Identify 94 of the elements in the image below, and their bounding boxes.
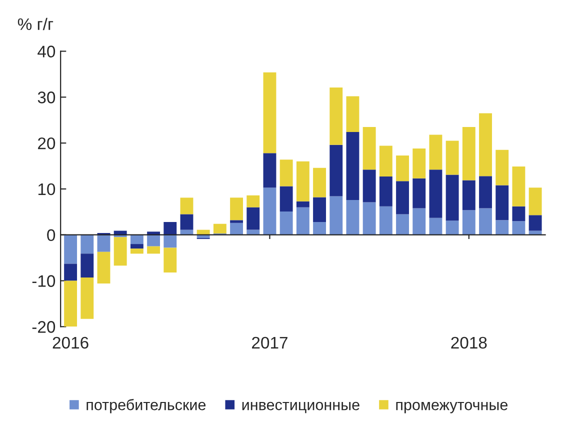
bar xyxy=(362,202,376,235)
bar xyxy=(429,134,442,170)
bar xyxy=(80,278,94,319)
bar xyxy=(246,195,260,208)
bar xyxy=(164,248,177,272)
bar xyxy=(230,220,244,223)
bar xyxy=(479,113,492,176)
bar xyxy=(528,230,542,235)
bar xyxy=(446,140,459,175)
bar xyxy=(330,196,343,235)
bar xyxy=(164,222,177,235)
bar xyxy=(130,248,144,254)
bar xyxy=(246,230,260,235)
bar xyxy=(296,201,310,208)
x-tick-label: 2016 xyxy=(52,336,88,349)
bar xyxy=(64,234,78,264)
bar xyxy=(114,230,127,235)
bar xyxy=(230,198,244,220)
bar xyxy=(330,144,343,196)
bar xyxy=(512,166,526,206)
bar xyxy=(80,234,94,254)
bar xyxy=(196,230,210,235)
x-tick-label: 2017 xyxy=(252,336,288,349)
bar xyxy=(263,153,276,188)
bar xyxy=(213,224,226,234)
bar xyxy=(512,221,526,235)
bar xyxy=(313,168,326,198)
bar xyxy=(313,197,326,222)
bar xyxy=(164,234,177,248)
bar xyxy=(379,206,392,235)
bar xyxy=(462,180,476,210)
bar xyxy=(64,264,78,281)
bar xyxy=(280,186,293,212)
y-tick-label: 40 xyxy=(38,46,56,58)
bar xyxy=(412,178,426,208)
bar xyxy=(180,214,194,230)
bar xyxy=(346,96,360,132)
bar xyxy=(528,215,542,231)
bar xyxy=(512,206,526,222)
bar xyxy=(246,207,260,230)
bar xyxy=(147,234,160,246)
bar xyxy=(396,181,409,214)
bar xyxy=(496,150,509,186)
bar xyxy=(479,176,492,208)
x-tick-label: 2018 xyxy=(451,336,487,349)
bar xyxy=(379,146,392,177)
bar xyxy=(114,237,127,266)
bar xyxy=(396,214,409,235)
bar xyxy=(528,188,542,216)
bar xyxy=(263,188,276,235)
bar xyxy=(346,132,360,200)
bar xyxy=(230,222,244,235)
y-tick-label: 30 xyxy=(38,92,56,104)
y-tick-label: -10 xyxy=(32,275,56,287)
bar xyxy=(379,176,392,206)
bar xyxy=(313,222,326,235)
bar xyxy=(362,170,376,202)
legend-label: промежуточные xyxy=(396,402,508,414)
bar xyxy=(263,72,276,154)
bar xyxy=(479,208,492,235)
bar xyxy=(446,220,459,235)
bar xyxy=(362,126,376,170)
y-tick-label: 0 xyxy=(47,229,56,242)
bar xyxy=(180,198,194,214)
bar xyxy=(147,232,160,235)
bar xyxy=(296,161,310,202)
bar xyxy=(496,220,509,235)
y-tick-label: 20 xyxy=(38,137,56,150)
bar xyxy=(130,234,144,244)
bar xyxy=(446,174,459,221)
bar xyxy=(280,160,293,186)
bar xyxy=(496,185,509,220)
bar xyxy=(346,200,360,235)
bar xyxy=(429,218,442,235)
bar xyxy=(412,208,426,235)
bar xyxy=(147,246,160,254)
legend-label: инвестиционные xyxy=(242,402,360,414)
bar xyxy=(296,207,310,235)
bar xyxy=(462,210,476,235)
bar xyxy=(330,88,343,145)
y-tick-label: 10 xyxy=(38,183,56,196)
bar xyxy=(462,126,476,180)
bar xyxy=(429,170,442,218)
y-tick-label: -20 xyxy=(32,321,56,333)
bar xyxy=(396,155,409,182)
bar xyxy=(64,280,78,327)
legend-label: потребительские xyxy=(86,398,206,414)
bar xyxy=(130,244,144,249)
bar xyxy=(80,254,94,278)
bar xyxy=(97,234,110,252)
bar xyxy=(97,252,110,284)
y-axis-title: % г/г xyxy=(18,18,54,30)
bar xyxy=(412,148,426,178)
bar xyxy=(280,211,293,235)
